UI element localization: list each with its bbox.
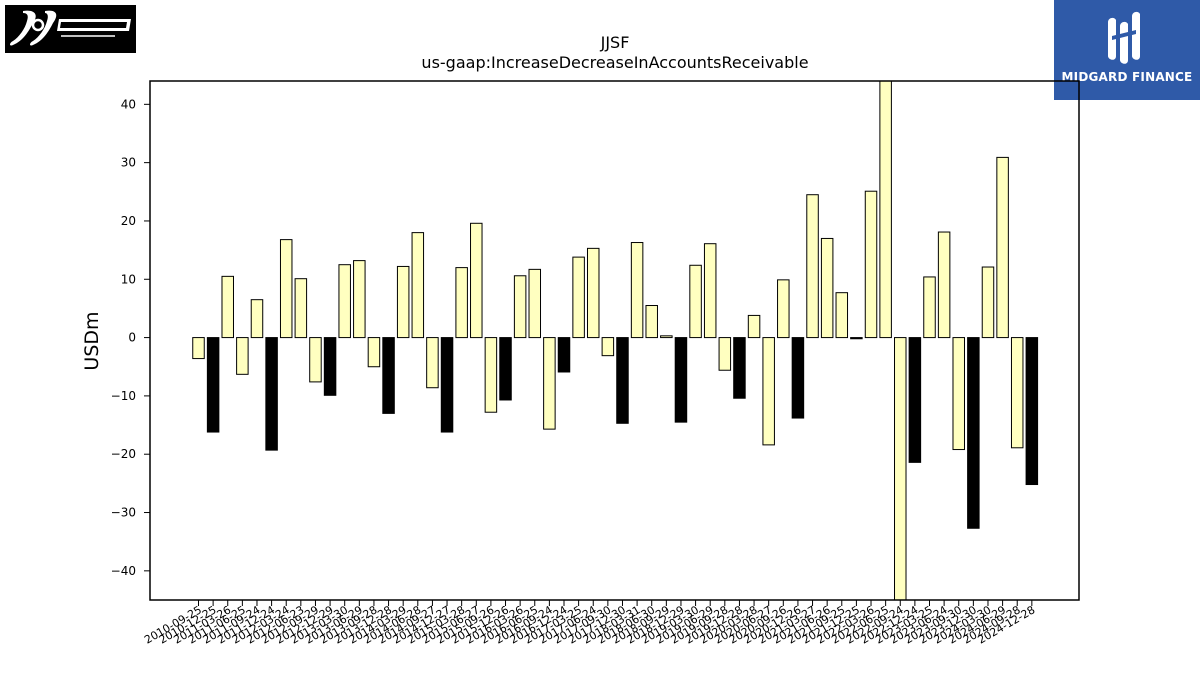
- y-tick-label: −10: [111, 389, 136, 403]
- bar-2011-06-25: [236, 337, 249, 375]
- chart-subtitle: us-gaap:IncreaseDecreaseInAccountsReceiv…: [421, 53, 808, 72]
- bar-2023-03-25: [923, 276, 936, 339]
- bar-2011-09-24: [250, 299, 264, 339]
- bar-2024-06-29: [996, 156, 1009, 339]
- bar-2022-03-26: [864, 190, 878, 339]
- y-tick-label: 30: [121, 156, 136, 170]
- bar-2015-03-28: [455, 267, 468, 339]
- bar-2024-12-28: [1025, 337, 1039, 486]
- bar-2017-09-30: [601, 337, 615, 357]
- jj-snack-foods-logo: [5, 5, 136, 53]
- bar-2023-12-30: [967, 337, 980, 529]
- y-tick-label: 10: [121, 272, 136, 286]
- bar-2012-06-23: [294, 278, 308, 339]
- bar-2021-09-25: [835, 292, 849, 339]
- bar-2014-09-27: [426, 337, 439, 389]
- y-tick-label: 0: [128, 331, 136, 345]
- bar-2018-09-29: [660, 335, 673, 339]
- bar-2016-09-24: [543, 337, 556, 430]
- bars-layer: [192, 81, 1039, 600]
- bar-2024-03-30: [981, 266, 995, 339]
- bar-2021-03-27: [806, 194, 819, 339]
- midgard-logo-mark: [1108, 11, 1140, 64]
- bar-2013-12-28: [382, 337, 395, 414]
- bar-2020-12-26: [791, 337, 805, 419]
- bar-2019-12-28: [733, 337, 746, 399]
- bar-2010-12-25: [206, 337, 220, 433]
- bar-2024-09-28: [1010, 337, 1024, 449]
- bar-2019-06-29: [703, 243, 717, 339]
- bar-2018-12-29: [674, 337, 688, 423]
- bar-2017-06-24: [586, 247, 600, 339]
- y-tick-label: −40: [111, 564, 136, 578]
- bar-2013-03-30: [338, 264, 351, 339]
- bar-2023-09-30: [952, 337, 965, 451]
- bar-2021-12-25: [850, 337, 863, 340]
- bar-2018-06-30: [645, 305, 658, 339]
- bar-2010-09-25: [192, 337, 205, 360]
- y-tick-label: −30: [111, 506, 136, 520]
- bar-2022-12-24: [908, 337, 922, 463]
- bar-2012-09-29: [309, 337, 322, 383]
- bar-2016-12-24: [557, 337, 571, 373]
- bar-2022-09-24: [894, 337, 907, 600]
- bar-2019-09-28: [718, 337, 732, 371]
- plot-frame: [149, 80, 1080, 601]
- bar-2014-03-29: [396, 265, 410, 339]
- bar-2018-03-31: [630, 242, 644, 339]
- bar-2015-12-26: [499, 337, 512, 401]
- bar-2017-03-25: [572, 256, 585, 339]
- bar-2013-09-28: [367, 337, 381, 368]
- bar-2023-06-24: [937, 231, 951, 339]
- y-tick-label: 20: [121, 214, 136, 228]
- y-tick-label: 40: [121, 97, 136, 111]
- bar-2020-09-26: [777, 279, 790, 339]
- bar-2012-12-29: [323, 337, 337, 396]
- bar-2014-12-27: [440, 337, 454, 433]
- bar-2011-03-26: [221, 275, 234, 339]
- bar-2022-06-25: [879, 81, 892, 339]
- y-ticks-layer: 40 30 20 10 0 −10 −20 −30 −40: [111, 97, 150, 578]
- bar-2011-12-24: [265, 337, 278, 451]
- bar-2015-06-27: [470, 222, 483, 339]
- bar-2012-03-24: [279, 239, 293, 339]
- bar-2021-06-26: [820, 237, 834, 339]
- y-tick-label: −20: [111, 447, 136, 461]
- bar-2013-06-29: [353, 260, 366, 339]
- bar-2017-12-30: [616, 337, 629, 424]
- bar-2020-06-27: [762, 337, 775, 446]
- chart-title: JJSF: [600, 33, 630, 52]
- bar-2016-03-26: [513, 275, 527, 339]
- bar-2015-09-26: [484, 337, 498, 413]
- midgard-logo-text: MIDGARD FINANCE: [1061, 70, 1193, 84]
- y-axis-label: USDm: [81, 311, 103, 370]
- x-ticks-layer: 2010-09-252010-12-252011-03-262011-06-25…: [142, 600, 1037, 647]
- bar-2014-06-28: [411, 232, 425, 339]
- jj-logo-graphic: [10, 10, 131, 46]
- bar-2020-03-28: [747, 314, 761, 339]
- bar-2019-03-30: [689, 264, 702, 339]
- bar-2016-06-25: [528, 268, 542, 339]
